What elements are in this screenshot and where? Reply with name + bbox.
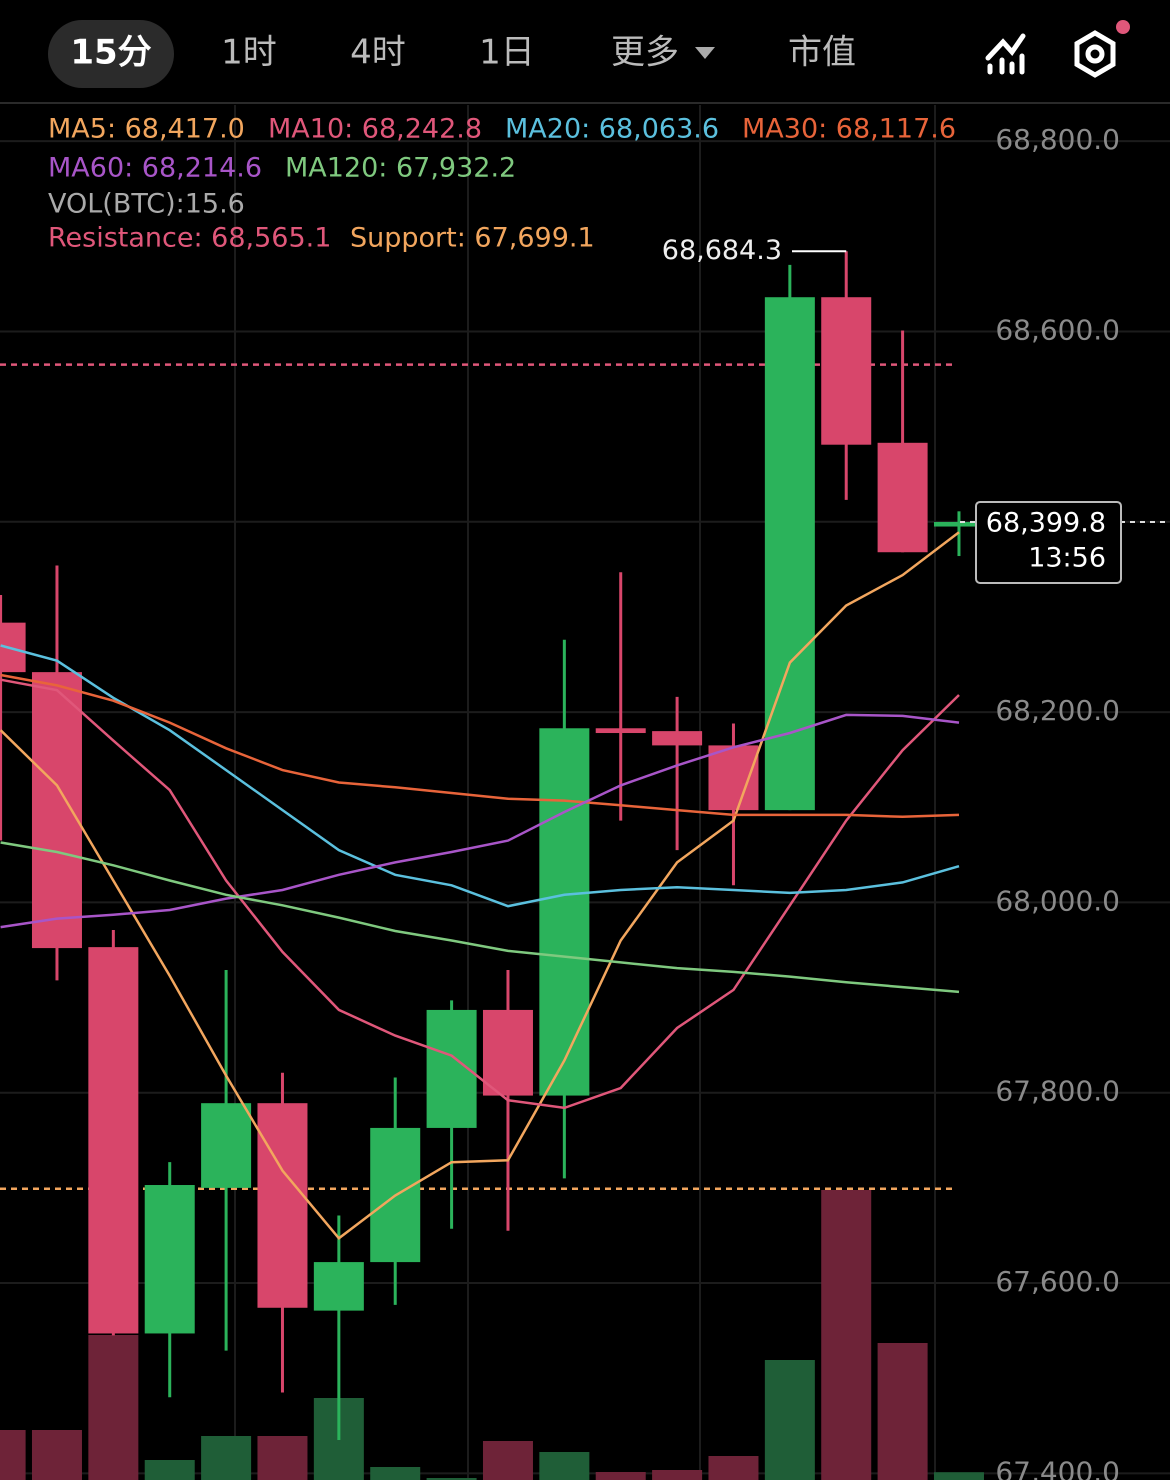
legend-entry: MA5: 68,417.0: [48, 114, 245, 145]
volume-label: VOL(BTC):15.6: [48, 189, 245, 220]
y-tick-label: 68,200.0: [995, 694, 1120, 727]
volume-bar: [652, 1470, 703, 1480]
candle-body: [764, 297, 815, 811]
ma-line: [0, 673, 960, 819]
candle-body: [595, 728, 646, 734]
volume-bar: [426, 1478, 477, 1480]
candle-body: [652, 731, 703, 746]
candle-body: [933, 521, 984, 527]
legend-entry: MA20: 68,063.6: [505, 114, 719, 145]
level-label: Support: 67,699.1: [350, 223, 595, 254]
settings-icon[interactable]: [1074, 20, 1130, 78]
countdown-label: 13:56: [1028, 542, 1106, 573]
candle-body: [821, 297, 872, 445]
y-tick-label: 68,000.0: [995, 884, 1120, 917]
volume-bar: [821, 1190, 872, 1480]
volume-bar: [595, 1472, 646, 1480]
tab[interactable]: 更多: [611, 33, 679, 73]
volume-bar: [31, 1430, 82, 1480]
volume-bar: [877, 1343, 928, 1480]
y-tick-label: 67,400.0: [995, 1455, 1120, 1480]
active-tab-bg[interactable]: [48, 20, 174, 88]
candle-body: [144, 1185, 195, 1334]
y-tick-label: 67,800.0: [995, 1075, 1120, 1108]
y-tick-label: 67,600.0: [995, 1265, 1120, 1298]
ma-line: [0, 713, 960, 929]
volume-bar: [0, 1430, 26, 1480]
candle-body: [482, 1009, 533, 1096]
tab[interactable]: 15分: [70, 33, 151, 73]
legend-entry: MA120: 67,932.2: [285, 153, 516, 184]
volume-bar: [201, 1436, 252, 1480]
dropdown-arrow[interactable]: [695, 47, 715, 59]
legend-entry: MA30: 68,117.6: [742, 114, 956, 145]
ma-line: [0, 644, 960, 908]
last-price-box: [975, 500, 1122, 584]
tab[interactable]: 4时: [350, 33, 406, 73]
high-label: 68,684.3: [662, 235, 782, 266]
volume-bar: [257, 1436, 308, 1480]
candle-body: [31, 672, 82, 949]
candle-body: [201, 1103, 252, 1188]
legend-entry: MA60: 68,214.6: [48, 153, 262, 184]
volume-bar: [708, 1456, 759, 1480]
tab[interactable]: 1日: [479, 33, 535, 73]
candle-body: [88, 947, 139, 1334]
level-label: Resistance: 68,565.1: [48, 223, 331, 254]
volume-bar: [370, 1467, 421, 1480]
volume-bar: [144, 1460, 195, 1480]
candle-body: [708, 745, 759, 811]
volume-bar: [539, 1452, 590, 1480]
candle-body: [313, 1262, 364, 1311]
y-tick-label: 68,800.0: [995, 123, 1120, 156]
volume-bar: [764, 1360, 815, 1480]
candle-body: [257, 1103, 308, 1308]
y-tick-label: 68,600.0: [995, 313, 1120, 346]
candle-body: [539, 728, 590, 1096]
ma-line: [0, 841, 960, 994]
chart-type-icon[interactable]: [985, 33, 1026, 75]
legend-entry: MA10: 68,242.8: [268, 114, 482, 145]
candle-body: [877, 442, 928, 553]
tab[interactable]: 1时: [221, 33, 277, 73]
tab[interactable]: 市值: [788, 33, 856, 73]
volume-bar: [933, 1472, 984, 1480]
volume-bar: [482, 1441, 533, 1480]
last-price-label: 68,399.8: [986, 507, 1106, 538]
volume-bar: [88, 1335, 139, 1480]
ma-line: [0, 531, 960, 1241]
